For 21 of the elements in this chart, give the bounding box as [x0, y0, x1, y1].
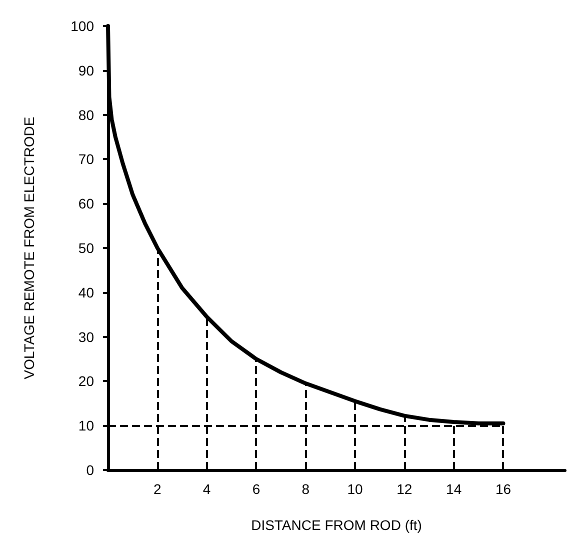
y-tick-label: 20 [78, 373, 94, 390]
y-tick-label: 50 [78, 240, 94, 256]
y-tick-label: 60 [78, 196, 94, 212]
y-tick-label: 0 [86, 462, 94, 478]
x-tick-label: 4 [202, 481, 211, 497]
y-tick-label: 10 [78, 418, 94, 434]
y-tick-label: 30 [78, 328, 94, 345]
x-tick-label: 10 [347, 481, 364, 497]
y-tick-label: 90 [78, 62, 94, 78]
y-tick-label: 70 [78, 151, 94, 168]
x-tick-label: 2 [154, 481, 162, 497]
y-axis-title: VOLTAGE REMOTE FROM ELECTRODE [21, 116, 37, 380]
x-tick-label: 8 [302, 481, 310, 497]
x-tick-label: 6 [252, 481, 260, 497]
x-tick-label: 16 [495, 481, 512, 497]
y-tick-label: 80 [78, 106, 94, 123]
y-tick-label: 40 [78, 284, 94, 300]
x-axis-title: DISTANCE FROM ROD (ft) [251, 517, 422, 533]
x-tick-label: 14 [446, 481, 462, 497]
x-tick-label: 12 [396, 481, 412, 497]
y-tick-label: 100 [70, 18, 94, 34]
